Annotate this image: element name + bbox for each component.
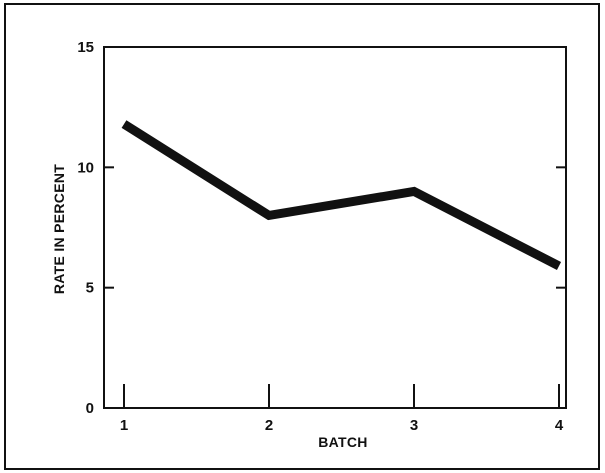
y-tick-label-0: 0 (86, 400, 94, 417)
x-tick-label-2: 2 (265, 417, 273, 434)
x-axis-title: BATCH (318, 434, 367, 450)
x-axis-ticks: 1 2 3 4 (120, 384, 564, 434)
y-tick-label-5: 5 (86, 280, 94, 297)
x-tick-label-4: 4 (555, 417, 564, 434)
figure-border (4, 3, 600, 470)
plot-area-frame (103, 46, 567, 409)
series-layer (121, 120, 562, 271)
y-tick-label-15: 15 (77, 39, 94, 56)
x-tick-label-1: 1 (120, 417, 128, 434)
y-axis-title: RATE IN PERCENT (51, 164, 67, 294)
x-tick-label-3: 3 (410, 417, 418, 434)
y-tick-label-10: 10 (77, 159, 94, 176)
y-axis-ticks: 0 5 10 15 (77, 39, 566, 417)
series-line-0 (121, 120, 562, 271)
